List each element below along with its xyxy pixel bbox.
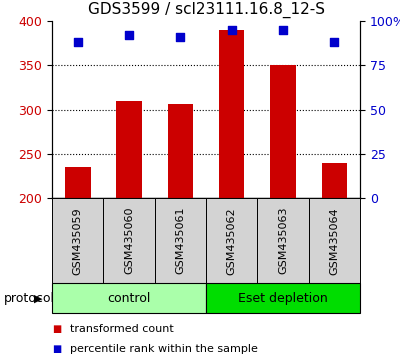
Text: percentile rank within the sample: percentile rank within the sample xyxy=(70,344,258,354)
Point xyxy=(228,27,235,33)
Bar xyxy=(103,198,155,283)
Text: transformed count: transformed count xyxy=(70,324,174,334)
Point xyxy=(331,40,338,45)
Bar xyxy=(257,198,309,283)
Bar xyxy=(116,101,142,198)
Bar xyxy=(155,198,206,283)
Text: ■: ■ xyxy=(52,344,61,354)
Bar xyxy=(52,198,103,283)
Point xyxy=(126,33,132,38)
Text: GSM435063: GSM435063 xyxy=(278,207,288,274)
Point xyxy=(74,40,81,45)
Bar xyxy=(270,65,296,198)
Text: ▶: ▶ xyxy=(34,293,42,303)
Text: GSM435062: GSM435062 xyxy=(227,207,237,275)
Bar xyxy=(206,198,257,283)
Bar xyxy=(309,198,360,283)
Text: ■: ■ xyxy=(52,324,61,334)
Point xyxy=(177,34,184,40)
Text: GSM435061: GSM435061 xyxy=(175,207,185,274)
Bar xyxy=(322,163,347,198)
Text: GSM435060: GSM435060 xyxy=(124,207,134,274)
Bar xyxy=(219,30,244,198)
Bar xyxy=(168,104,193,198)
Text: control: control xyxy=(107,292,151,305)
Text: Eset depletion: Eset depletion xyxy=(238,292,328,305)
Text: protocol: protocol xyxy=(4,292,55,305)
Bar xyxy=(52,283,206,313)
Text: GSM435059: GSM435059 xyxy=(73,207,83,275)
Bar xyxy=(65,167,90,198)
Bar xyxy=(206,283,360,313)
Point xyxy=(280,27,286,33)
Title: GDS3599 / scl23111.16.8_12-S: GDS3599 / scl23111.16.8_12-S xyxy=(88,2,324,18)
Text: GSM435064: GSM435064 xyxy=(329,207,339,275)
